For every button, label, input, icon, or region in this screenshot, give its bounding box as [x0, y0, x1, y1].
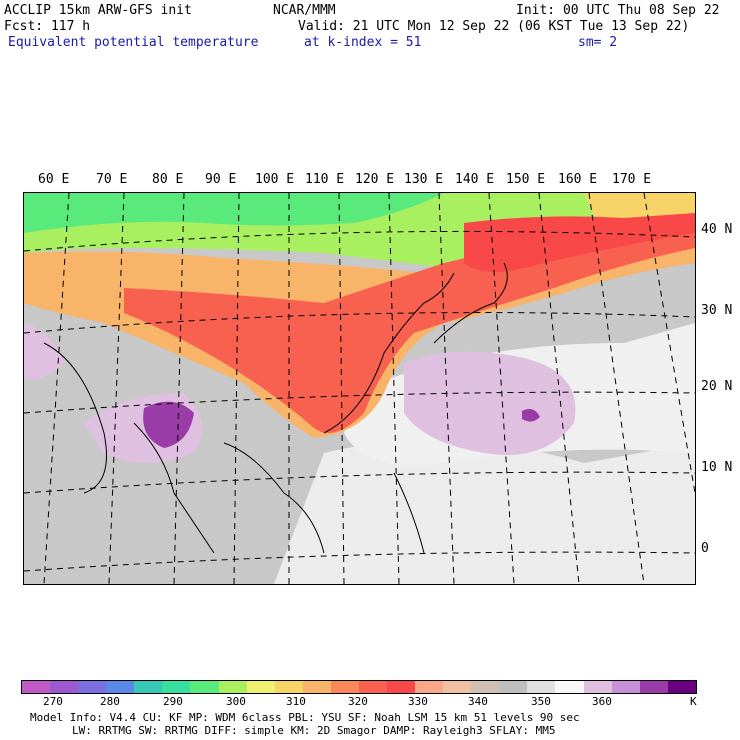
colorbar-label: 340 — [468, 695, 488, 708]
subtropical-front — [124, 223, 695, 433]
lon-label: 90 E — [205, 172, 237, 187]
colorbar-label: 330 — [408, 695, 428, 708]
pacific-moist-region — [404, 351, 576, 455]
graticule — [23, 192, 696, 585]
colorbar-swatch — [611, 681, 640, 693]
lat-label: 20 N — [701, 379, 733, 394]
colorbar-swatch — [246, 681, 275, 693]
forecast-hour: Fcst: 117 h — [4, 19, 91, 34]
lon-label: 160 E — [558, 172, 598, 187]
colorbar-swatch — [330, 681, 359, 693]
model-info-line2: LW: RRTMG SW: RRTMG DIFF: simple KM: 2D … — [72, 724, 556, 737]
lat-label: 40 N — [701, 222, 733, 237]
colorbar-swatch — [302, 681, 331, 693]
colorbar-label: 320 — [348, 695, 368, 708]
colorbar-swatch — [639, 681, 668, 693]
lon-label: 170 E — [612, 172, 652, 187]
lon-label: 150 E — [506, 172, 546, 187]
colorbar-swatch — [218, 681, 247, 693]
model-info-line1: Model Info: V4.4 CU: KF MP: WDM 6class P… — [30, 711, 580, 724]
colorbar-label: 360 — [592, 695, 612, 708]
init-time: Init: 00 UTC Thu 08 Sep 22 — [516, 3, 720, 18]
field-name: Equivalent potential temperature — [8, 35, 259, 50]
theta-e-map — [23, 192, 696, 585]
typhoon-core — [522, 409, 540, 422]
colorbar-swatch — [190, 681, 219, 693]
lat-label: 0 — [701, 541, 709, 556]
jet-front — [464, 213, 695, 272]
colorbar-swatch — [274, 681, 303, 693]
organization-label: NCAR/MMM — [273, 3, 336, 18]
north-field-bright — [24, 193, 444, 233]
map-canvas — [23, 192, 696, 585]
lon-label: 100 E — [255, 172, 295, 187]
lat-label: 30 N — [701, 303, 733, 318]
coastlines — [43, 262, 508, 554]
colorbar-swatch — [667, 681, 696, 693]
lat-label: 10 N — [701, 460, 733, 475]
lon-label: 80 E — [152, 172, 184, 187]
colorbar-label: 270 — [43, 695, 63, 708]
monsoon-core — [143, 401, 194, 448]
lon-label: 120 E — [355, 172, 395, 187]
colorbar-swatch — [583, 681, 612, 693]
colorbar-label: 350 — [531, 695, 551, 708]
lon-label: 140 E — [455, 172, 495, 187]
colorbar-label: 280 — [100, 695, 120, 708]
colorbar-swatch — [50, 681, 79, 693]
lon-label: 70 E — [96, 172, 128, 187]
model-title: ACCLIP 15km ARW-GFS init — [4, 3, 192, 18]
colorbar-swatch — [106, 681, 135, 693]
colorbar-unit: K — [690, 695, 697, 708]
smoothing-label: sm= 2 — [578, 35, 618, 50]
colorbar-swatch — [387, 681, 416, 693]
colorbar-swatch — [555, 681, 584, 693]
colorbar-swatch — [527, 681, 556, 693]
arabian-region — [24, 323, 64, 379]
colorbar-swatch — [134, 681, 163, 693]
colorbar-swatch — [471, 681, 500, 693]
lon-label: 130 E — [404, 172, 444, 187]
colorbar-label: 310 — [286, 695, 306, 708]
colorbar-swatch — [22, 681, 51, 693]
colorbar-swatch — [162, 681, 191, 693]
valid-time: Valid: 21 UTC Mon 12 Sep 22 (06 KST Tue … — [298, 19, 690, 34]
colorbar-swatch — [358, 681, 388, 693]
colorbar-label: 300 — [226, 695, 246, 708]
colorbar-swatch — [415, 681, 444, 693]
colorbar-swatch — [78, 681, 107, 693]
level-label: at k-index = 51 — [304, 35, 422, 50]
lon-label: 110 E — [305, 172, 345, 187]
colorbar-swatch — [499, 681, 528, 693]
lon-label: 60 E — [38, 172, 70, 187]
tropical-field — [274, 440, 695, 584]
colorbar — [21, 680, 697, 694]
colorbar-swatch — [443, 681, 472, 693]
colorbar-label: 290 — [163, 695, 183, 708]
